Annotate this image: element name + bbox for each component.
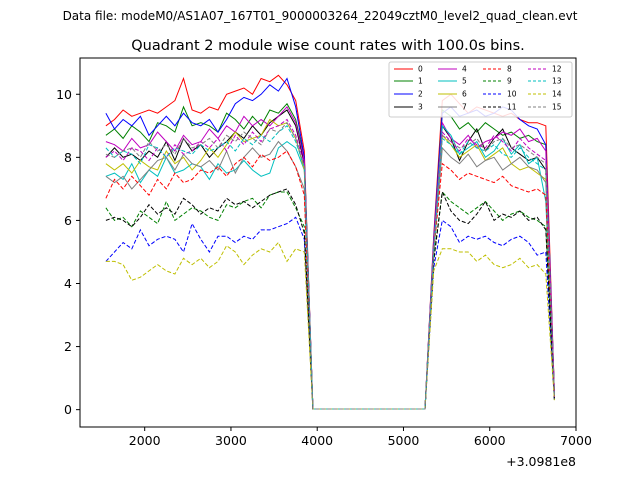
legend-label-4: 4 xyxy=(462,65,467,74)
legend-label-3: 3 xyxy=(418,103,423,112)
legend-label-15: 15 xyxy=(552,103,562,112)
y-axis: 0 2 4 6 8 10 xyxy=(56,87,80,417)
y-tick-label: 10 xyxy=(56,87,72,102)
legend-label-10: 10 xyxy=(507,90,517,99)
y-tick-label: 8 xyxy=(64,150,72,165)
figure-suptitle: Data file: modeM0/AS1A07_167T01_90000032… xyxy=(63,9,578,23)
series-line-2 xyxy=(105,77,555,410)
legend-label-7: 7 xyxy=(462,103,467,112)
y-tick-label: 6 xyxy=(64,213,72,228)
legend-label-14: 14 xyxy=(552,90,562,99)
series-line-14 xyxy=(105,241,555,410)
series-line-6 xyxy=(105,118,555,410)
legend-label-0: 0 xyxy=(418,65,423,74)
x-tick-label: 5000 xyxy=(388,433,420,448)
y-tick-label: 2 xyxy=(64,339,72,354)
series-line-12 xyxy=(105,118,555,410)
x-tick-label: 3000 xyxy=(215,433,247,448)
series-line-3 xyxy=(105,109,555,410)
series-line-15 xyxy=(105,121,555,410)
legend-frame xyxy=(388,61,573,118)
y-tick-label: 0 xyxy=(64,402,72,417)
y-tick-label: 4 xyxy=(64,276,72,291)
series-line-8 xyxy=(105,150,555,410)
legend-label-5: 5 xyxy=(462,77,467,86)
axes-frame xyxy=(79,57,577,428)
legend-label-9: 9 xyxy=(507,77,512,86)
legend-label-13: 13 xyxy=(552,77,562,86)
x-tick-label: 7000 xyxy=(560,433,592,448)
series-line-11 xyxy=(105,188,555,410)
series-line-10 xyxy=(105,216,555,410)
series-line-9 xyxy=(105,190,555,410)
series-line-0 xyxy=(105,74,555,410)
x-tick-label: 6000 xyxy=(474,433,506,448)
legend-label-8: 8 xyxy=(507,65,512,74)
chart-title: Quadrant 2 module wise count rates with … xyxy=(131,38,525,54)
x-tick-label: 2000 xyxy=(129,433,161,448)
legend-label-11: 11 xyxy=(507,103,517,112)
plot-area xyxy=(79,57,577,428)
series-layer xyxy=(105,74,555,410)
legend-label-12: 12 xyxy=(552,65,562,74)
legend-label-2: 2 xyxy=(418,90,423,99)
series-line-7 xyxy=(105,140,555,410)
legend-label-1: 1 xyxy=(418,77,423,86)
x-tick-label: 4000 xyxy=(301,433,333,448)
x-axis: 2000 3000 4000 5000 6000 7000 xyxy=(129,427,592,448)
legend-label-6: 6 xyxy=(462,90,467,99)
x-offset-label: +3.0981e8 xyxy=(506,454,576,469)
